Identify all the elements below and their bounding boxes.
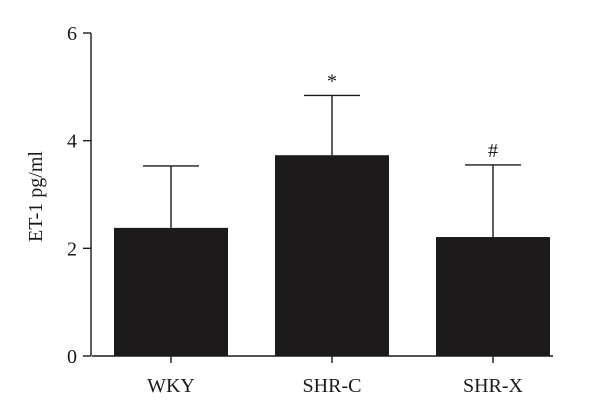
bar-shr-x	[436, 237, 550, 356]
significance-mark: *	[327, 70, 337, 92]
x-tick-label: SHR-C	[303, 375, 362, 397]
bar-wky	[114, 227, 228, 356]
x-tick-label: WKY	[147, 375, 195, 397]
y-tick-label: 2	[67, 238, 77, 260]
y-tick-label: 6	[67, 23, 77, 45]
x-axis: WKY SHR-C SHR-X	[92, 355, 553, 397]
x-tick-label: SHR-X	[463, 375, 524, 397]
y-tick-label: 0	[67, 346, 77, 368]
y-tick-label: 4	[67, 131, 77, 153]
y-axis: 0 2 4 6	[67, 23, 92, 368]
error-bars	[143, 94, 521, 238]
bars	[114, 155, 550, 356]
significance-marks: *#	[327, 70, 498, 161]
bar-shr-c	[275, 155, 389, 356]
significance-mark: #	[488, 140, 498, 162]
y-axis-label: ET-1 pg/ml	[25, 151, 47, 242]
